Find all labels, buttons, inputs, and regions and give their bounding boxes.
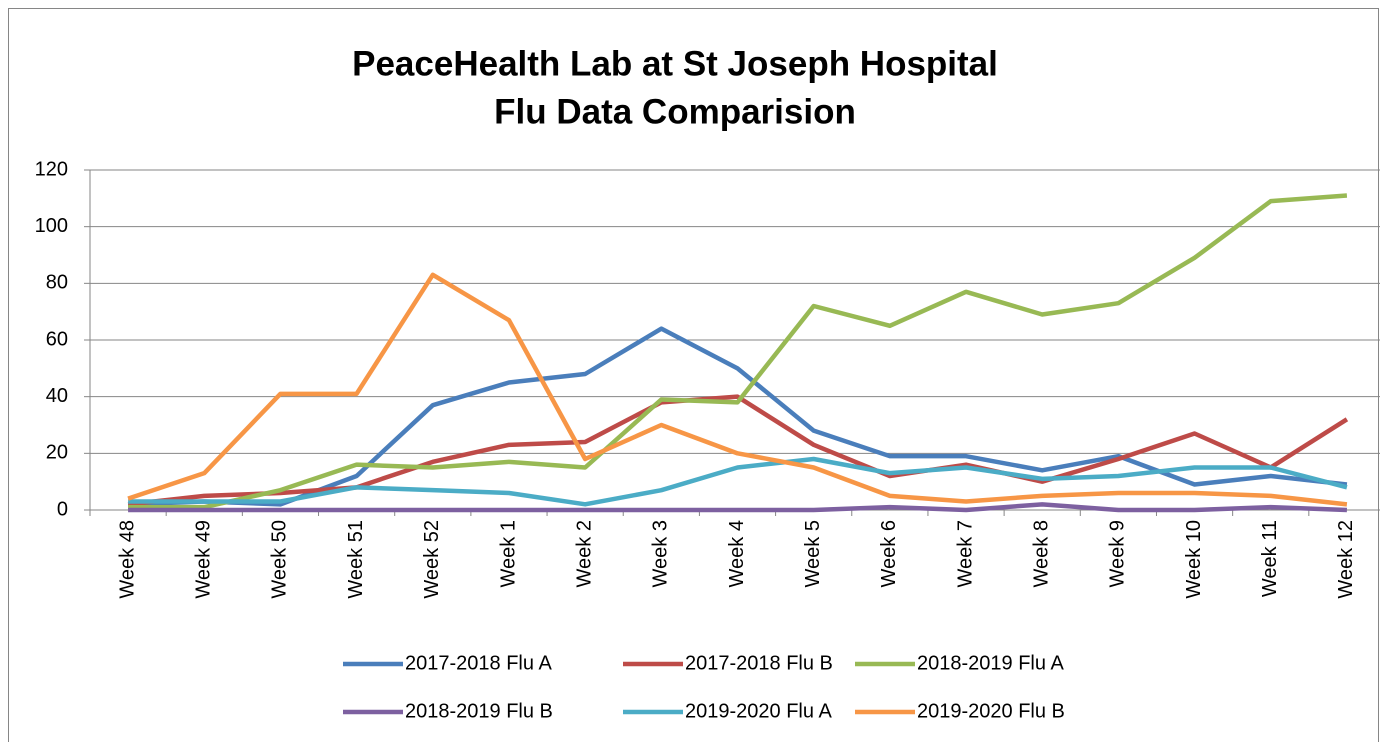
legend-label: 2018-2019 Flu B: [405, 700, 553, 722]
x-tick-label: Week 50: [269, 520, 291, 599]
x-tick-label: Week 4: [726, 520, 748, 587]
y-tick-label: 0: [57, 498, 68, 520]
legend-label: 2019-2020 Flu A: [685, 700, 832, 722]
series-line: [128, 456, 1348, 507]
series-line: [128, 502, 1347, 513]
x-tick-label: Week 8: [1030, 520, 1052, 587]
y-tick-label: 80: [46, 272, 68, 294]
x-tick-label: Week 2: [573, 520, 595, 587]
legend-label: 2017-2018 Flu A: [405, 652, 552, 674]
series-line: [128, 193, 1348, 510]
x-tick-label: Week 6: [878, 520, 900, 587]
x-tick-label: Week 5: [802, 520, 824, 587]
y-tick-label: 120: [35, 158, 68, 180]
x-tick-label: Week 52: [421, 520, 443, 599]
x-tick-label: Week 51: [345, 520, 367, 599]
y-tick-label: 20: [46, 442, 68, 464]
x-tick-label: Week 49: [193, 520, 215, 599]
chart-title: Flu Data Comparision: [494, 92, 856, 131]
legend-label: 2017-2018 Flu B: [685, 652, 833, 674]
x-tick-label: Week 9: [1107, 520, 1129, 587]
x-tick-label: Week 11: [1259, 520, 1281, 597]
x-tick-label: Week 10: [1183, 520, 1205, 599]
legend-label: 2018-2019 Flu A: [917, 652, 1064, 674]
series-line: [128, 326, 1348, 507]
legend-label: 2019-2020 Flu B: [917, 700, 1065, 722]
series-line: [127, 394, 1349, 507]
x-tick-label: Week 1: [497, 520, 519, 587]
x-tick-label: Week 12: [1335, 520, 1357, 599]
x-tick-label: Week 48: [116, 520, 138, 599]
chart-title: PeaceHealth Lab at St Joseph Hospital: [352, 44, 998, 83]
y-tick-label: 60: [46, 328, 68, 350]
x-tick-label: Week 3: [650, 520, 672, 587]
x-tick-label: Week 7: [954, 520, 976, 587]
y-tick-label: 100: [35, 215, 68, 237]
series-line: [127, 272, 1348, 507]
chart-frame: [8, 8, 1379, 742]
y-tick-label: 40: [46, 385, 68, 407]
